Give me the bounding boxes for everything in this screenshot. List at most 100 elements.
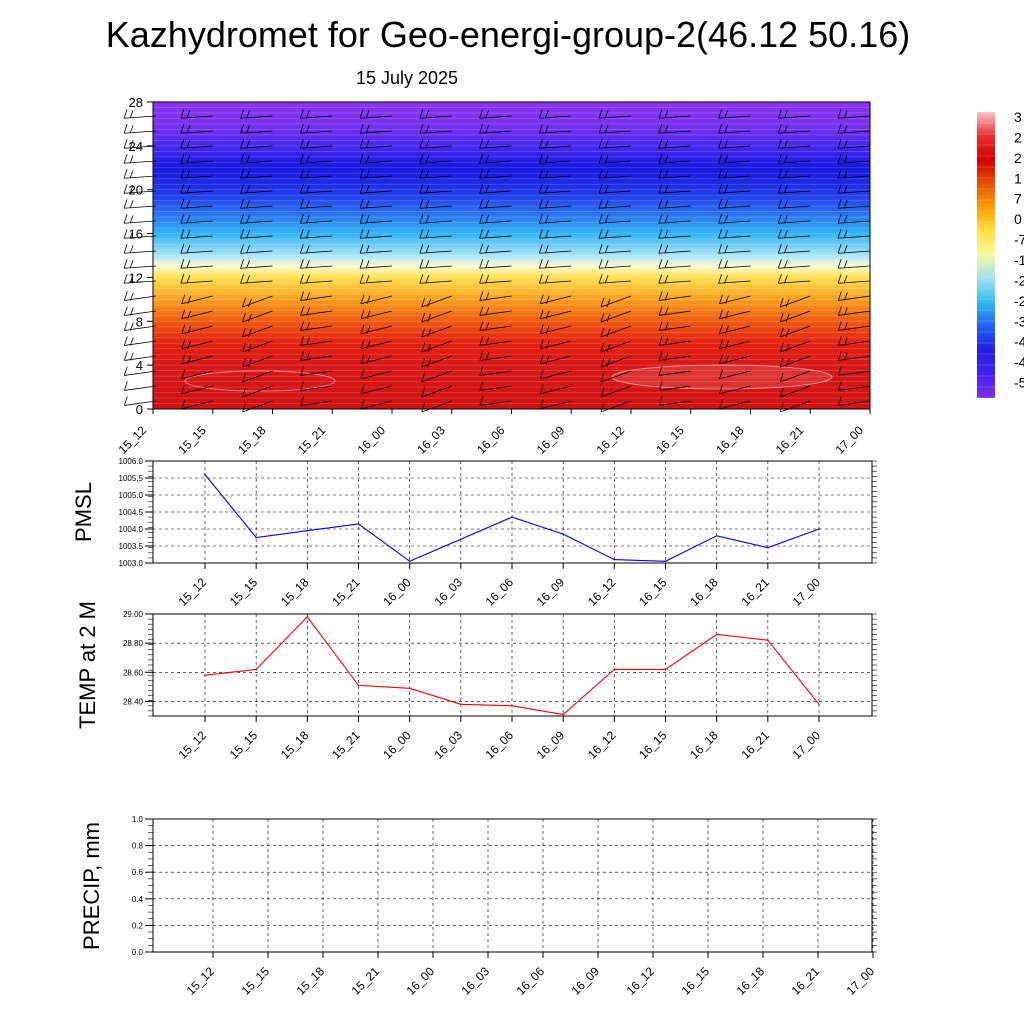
wind-barb [181, 325, 213, 335]
wind-barb-flag [299, 274, 304, 284]
wind-barb [242, 325, 273, 338]
wind-barb-flag [843, 352, 848, 361]
wind-barb-flag [837, 139, 842, 149]
wind-barb [181, 385, 213, 395]
wind-barb-flag [425, 230, 430, 239]
wind-barb-flag [664, 230, 669, 239]
x-tick-label: 15_18 [278, 575, 312, 609]
wind-barb [838, 340, 871, 346]
wind-barb [300, 385, 333, 391]
wind-barb-flag [419, 229, 424, 239]
wind-barb-flag [785, 358, 790, 368]
wind-barb-flag [479, 291, 484, 301]
wind-barb [658, 160, 691, 164]
wind-barb-flag [604, 155, 609, 164]
colorbar-label: 3 [1014, 109, 1022, 125]
wind-barb-flag [365, 230, 370, 239]
wind-barb [180, 205, 213, 209]
wind-barb-flag [186, 185, 191, 194]
wind-barb-flag [419, 169, 424, 179]
wind-barb-flag [485, 337, 490, 346]
wind-barb-flag [779, 357, 784, 368]
data-point [767, 639, 769, 642]
y-tick-label: 24 [129, 139, 143, 154]
wind-barb-flag [600, 312, 605, 323]
data-point [715, 633, 718, 636]
wind-barb [718, 265, 751, 269]
wind-barb [181, 310, 213, 320]
wind-barb-flag [538, 214, 543, 224]
wind-barb-flag [186, 275, 191, 284]
wind-barb [539, 280, 572, 284]
x-tick-label: 15_15 [227, 575, 261, 609]
wind-barb-flag [725, 295, 729, 304]
wind-barb-flag [181, 309, 186, 319]
x-tick-label: 16_18 [687, 575, 721, 609]
wind-barb-flag [604, 200, 609, 209]
wind-barb [124, 370, 157, 376]
wind-barb-flag [598, 259, 603, 269]
wind-barb-flag [779, 372, 784, 383]
wind-barb-flag [658, 169, 663, 179]
wind-barb-flag [240, 259, 244, 269]
wind-barb-flag [779, 297, 784, 308]
precip-panel: 0.0 0.2 0.4 0.6 0.8 1.0 15_12 15_15 15_18 15_21 16… [79, 815, 877, 998]
wind-barb-flag [240, 169, 244, 179]
wind-barb-flag [604, 275, 609, 284]
x-tick-label: 16_06 [483, 575, 517, 609]
wind-barb-flag [664, 125, 669, 134]
wind-barb-flag [598, 274, 603, 284]
wind-barb-flag [129, 170, 134, 179]
wind-barb-flag [299, 259, 304, 269]
wind-barb-flag [123, 321, 128, 331]
x-tick-label: 15_12 [176, 575, 210, 609]
wind-barb-flag [248, 313, 252, 323]
wind-barb [479, 265, 512, 269]
wind-barb-flag [777, 184, 782, 194]
wind-barb-flag [664, 170, 669, 179]
wind-barb-flag [544, 215, 549, 224]
wind-barb-flag [299, 244, 304, 254]
wind-barb-flag [123, 244, 128, 254]
wind-barb [658, 175, 691, 179]
wind-barb-flag [598, 169, 603, 179]
wind-barb-flag [427, 298, 432, 308]
wind-barb [124, 385, 157, 391]
wind-barb-flag [123, 396, 128, 406]
wind-barb [599, 115, 632, 119]
wind-barb [180, 250, 213, 254]
wind-barb [360, 355, 393, 365]
wind-barb-flag [359, 184, 364, 194]
wind-barb-flag [724, 140, 728, 149]
wind-barb-flag [538, 274, 543, 284]
wind-barb-flag [181, 354, 186, 364]
wind-barb [124, 220, 157, 224]
wind-barb-flag [479, 259, 483, 269]
wind-barb-flag [600, 357, 605, 368]
wind-barb-flag [240, 274, 244, 284]
wind-barb-flag [479, 306, 484, 316]
wind-barb [539, 160, 572, 164]
wind-barb-flag [360, 339, 365, 349]
wind-barb-flag [664, 200, 669, 209]
wind-barb-flag [837, 259, 842, 269]
wind-barb-flag [365, 275, 370, 284]
wind-barb-flag [779, 387, 784, 398]
x-tick-label: 16_06 [474, 423, 508, 457]
wind-barb-flag [485, 155, 489, 164]
wind-barb [719, 325, 751, 335]
wind-barb [540, 295, 572, 305]
wind-barb-flag [421, 297, 426, 308]
x-tick-label: 15_12 [176, 728, 210, 762]
wind-barb-flag [538, 259, 543, 269]
wind-barb-flag [485, 352, 490, 361]
wind-barb [360, 280, 393, 284]
wind-barb-flag [129, 200, 134, 209]
wind-barb-flag [123, 214, 128, 224]
y-axis-label: PMSL [71, 482, 96, 542]
wind-barb [659, 340, 691, 346]
wind-barb-flag [544, 125, 549, 134]
wind-barb [718, 235, 751, 239]
temp-panel: 28.40 28.60 28.80 29.00 15_12 15_15 15_18 15_21… [75, 601, 877, 762]
wind-barb-flag [785, 343, 790, 353]
